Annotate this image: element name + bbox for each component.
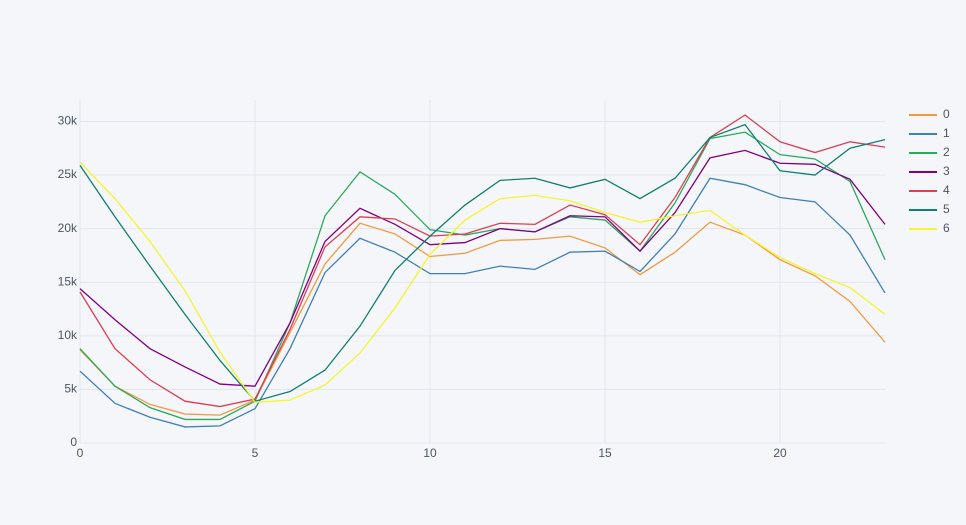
- line-series: [79, 114, 886, 408]
- y-tick-label: 0: [70, 435, 77, 449]
- y-tick-label: 10k: [58, 328, 78, 342]
- y-tick-label: 20k: [58, 221, 78, 235]
- y-tick-label: 25k: [58, 167, 78, 181]
- line-series: [79, 177, 886, 428]
- line-series: [79, 149, 886, 387]
- x-tick-label: 5: [252, 446, 259, 460]
- y-tick-label: 15k: [58, 274, 78, 288]
- legend-label: 3: [943, 164, 950, 178]
- y-tick-label: 30k: [58, 114, 78, 128]
- legend-label: 6: [943, 221, 950, 235]
- legend-label: 5: [943, 202, 950, 216]
- legend-label: 0: [943, 107, 950, 121]
- line-series: [79, 123, 886, 402]
- legend-label: 1: [943, 126, 950, 140]
- x-tick-label: 20: [773, 446, 787, 460]
- x-tick-label: 10: [423, 446, 437, 460]
- legend-label: 4: [943, 183, 950, 197]
- line-series: [79, 131, 886, 421]
- legend-label: 2: [943, 145, 950, 159]
- y-tick-label: 5k: [64, 382, 78, 396]
- x-tick-label: 0: [77, 446, 84, 460]
- line-series: [79, 161, 886, 403]
- x-tick-label: 15: [598, 446, 612, 460]
